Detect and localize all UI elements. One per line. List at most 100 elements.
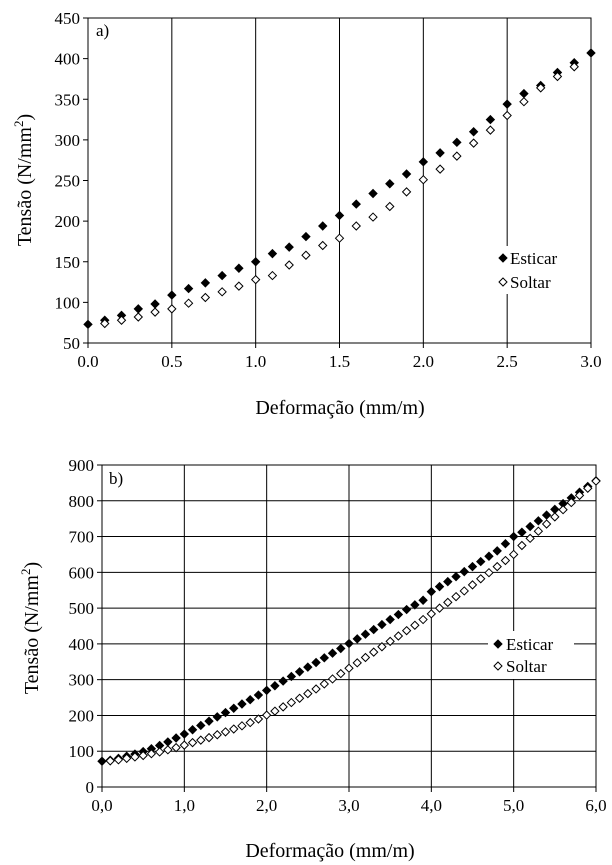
data-point-soltar [352, 658, 362, 668]
x-tick-label: 4,0 [421, 796, 442, 815]
x-tick-label: 3,0 [338, 796, 359, 815]
data-point-esticar [467, 561, 478, 572]
data-point-esticar [368, 188, 378, 199]
legend-marker-esticar-a [498, 253, 508, 263]
gridlines-b [102, 465, 596, 787]
data-point-soltar [294, 693, 305, 703]
data-point-soltar [385, 636, 395, 647]
data-point-soltar [116, 315, 127, 325]
data-point-soltar [574, 490, 585, 501]
data-point-soltar [452, 151, 462, 161]
data-point-soltar [485, 125, 496, 135]
data-point-soltar [163, 745, 173, 755]
data-point-soltar [327, 674, 338, 684]
y-tick-label: 100 [55, 293, 81, 312]
data-point-esticar [196, 720, 206, 731]
data-point-esticar [171, 733, 181, 743]
x-tick-label: 2.5 [497, 352, 518, 371]
data-point-soltar [569, 62, 579, 72]
data-point-soltar [311, 684, 321, 694]
data-point-esticar [502, 99, 512, 109]
y-tick-label: 200 [69, 706, 95, 725]
data-point-esticar [517, 527, 527, 537]
data-point-soltar [360, 652, 371, 663]
y-tick-label: 400 [69, 635, 95, 654]
data-point-esticar [468, 127, 479, 137]
data-point-esticar [217, 270, 227, 281]
data-point-soltar [334, 233, 345, 243]
legend-label-esticar-a: Esticar [510, 249, 558, 268]
y-tick-label: 500 [69, 599, 95, 618]
data-point-esticar [401, 604, 412, 615]
x-tick-label: 0.5 [161, 352, 182, 371]
data-point-esticar [278, 676, 288, 686]
data-point-soltar [535, 83, 546, 93]
data-point-soltar [492, 561, 502, 572]
data-point-soltar [138, 750, 148, 761]
data-point-esticar [410, 600, 420, 610]
data-point-esticar [418, 595, 428, 605]
data-point-soltar [502, 110, 512, 121]
data-point-esticar [484, 551, 494, 561]
x-tick-label: 0,0 [91, 796, 112, 815]
x-tick-label: 1.5 [329, 352, 350, 371]
data-point-soltar [121, 753, 132, 764]
legend-label-esticar-b: Esticar [506, 635, 554, 654]
y-tick-label: 300 [69, 671, 95, 690]
data-point-soltar [234, 281, 244, 291]
y-tick-label: 800 [69, 492, 95, 511]
data-point-soltar [426, 609, 437, 619]
data-point-esticar [352, 634, 362, 644]
data-point-esticar [220, 707, 231, 718]
data-point-soltar [519, 96, 529, 107]
data-point-soltar [410, 620, 420, 630]
data-point-esticar [83, 319, 93, 330]
data-point-esticar [418, 157, 429, 167]
x-tick-label: 2,0 [256, 796, 277, 815]
data-point-esticar [250, 257, 261, 267]
data-point-esticar [351, 199, 361, 209]
y-tick-label: 200 [55, 212, 81, 231]
data-point-esticar [541, 510, 552, 520]
data-point-soltar [558, 505, 568, 515]
y-tick-label: 0 [86, 778, 95, 797]
data-point-soltar [541, 519, 552, 529]
data-point-soltar [150, 307, 160, 317]
data-point-soltar [583, 483, 593, 493]
y-tick-label: 150 [55, 253, 81, 272]
data-point-esticar [385, 614, 395, 625]
data-points-a [83, 48, 596, 330]
data-point-esticar [179, 729, 190, 739]
data-point-soltar [113, 755, 124, 765]
y-tick-label: 50 [63, 334, 80, 353]
data-point-esticar [183, 283, 194, 294]
data-point-esticar [204, 716, 214, 726]
data-point-soltar [435, 164, 445, 174]
data-point-esticar [452, 137, 462, 148]
tick-labels-b: 0,0 1,0 2,0 3,0 4,0 5,0 6,0 0 100 200 300 400 500 600… [69, 456, 607, 815]
data-point-esticar [434, 581, 445, 592]
y-tick-label: 400 [55, 50, 81, 69]
data-point-esticar [270, 681, 280, 691]
data-point-soltar [171, 742, 181, 753]
data-point-esticar [377, 619, 387, 630]
data-point-soltar [351, 221, 361, 231]
y-tick-label: 450 [55, 9, 81, 28]
data-point-esticar [294, 667, 305, 677]
x-tick-label: 3.0 [580, 352, 601, 371]
chart-a: 0.0 0.5 1.0 1.5 2.0 2.5 3.0 50 100 150 200 250 300 35… [11, 9, 602, 419]
data-point-soltar [459, 586, 469, 596]
data-point-soltar [133, 312, 144, 322]
data-point-soltar [500, 555, 511, 566]
data-point-soltar [377, 642, 387, 652]
y-tick-label: 350 [55, 90, 81, 109]
data-point-esticar [319, 653, 330, 663]
y-tick-label: 250 [55, 172, 81, 191]
panel-label-a: a) [96, 21, 109, 40]
data-point-soltar [418, 614, 428, 625]
y-axis-label-b: Tensão (N/mm2) [18, 562, 43, 694]
data-point-esticar [344, 638, 354, 649]
data-point-esticar [492, 546, 502, 556]
data-point-soltar [187, 737, 198, 748]
data-point-esticar [360, 629, 371, 639]
